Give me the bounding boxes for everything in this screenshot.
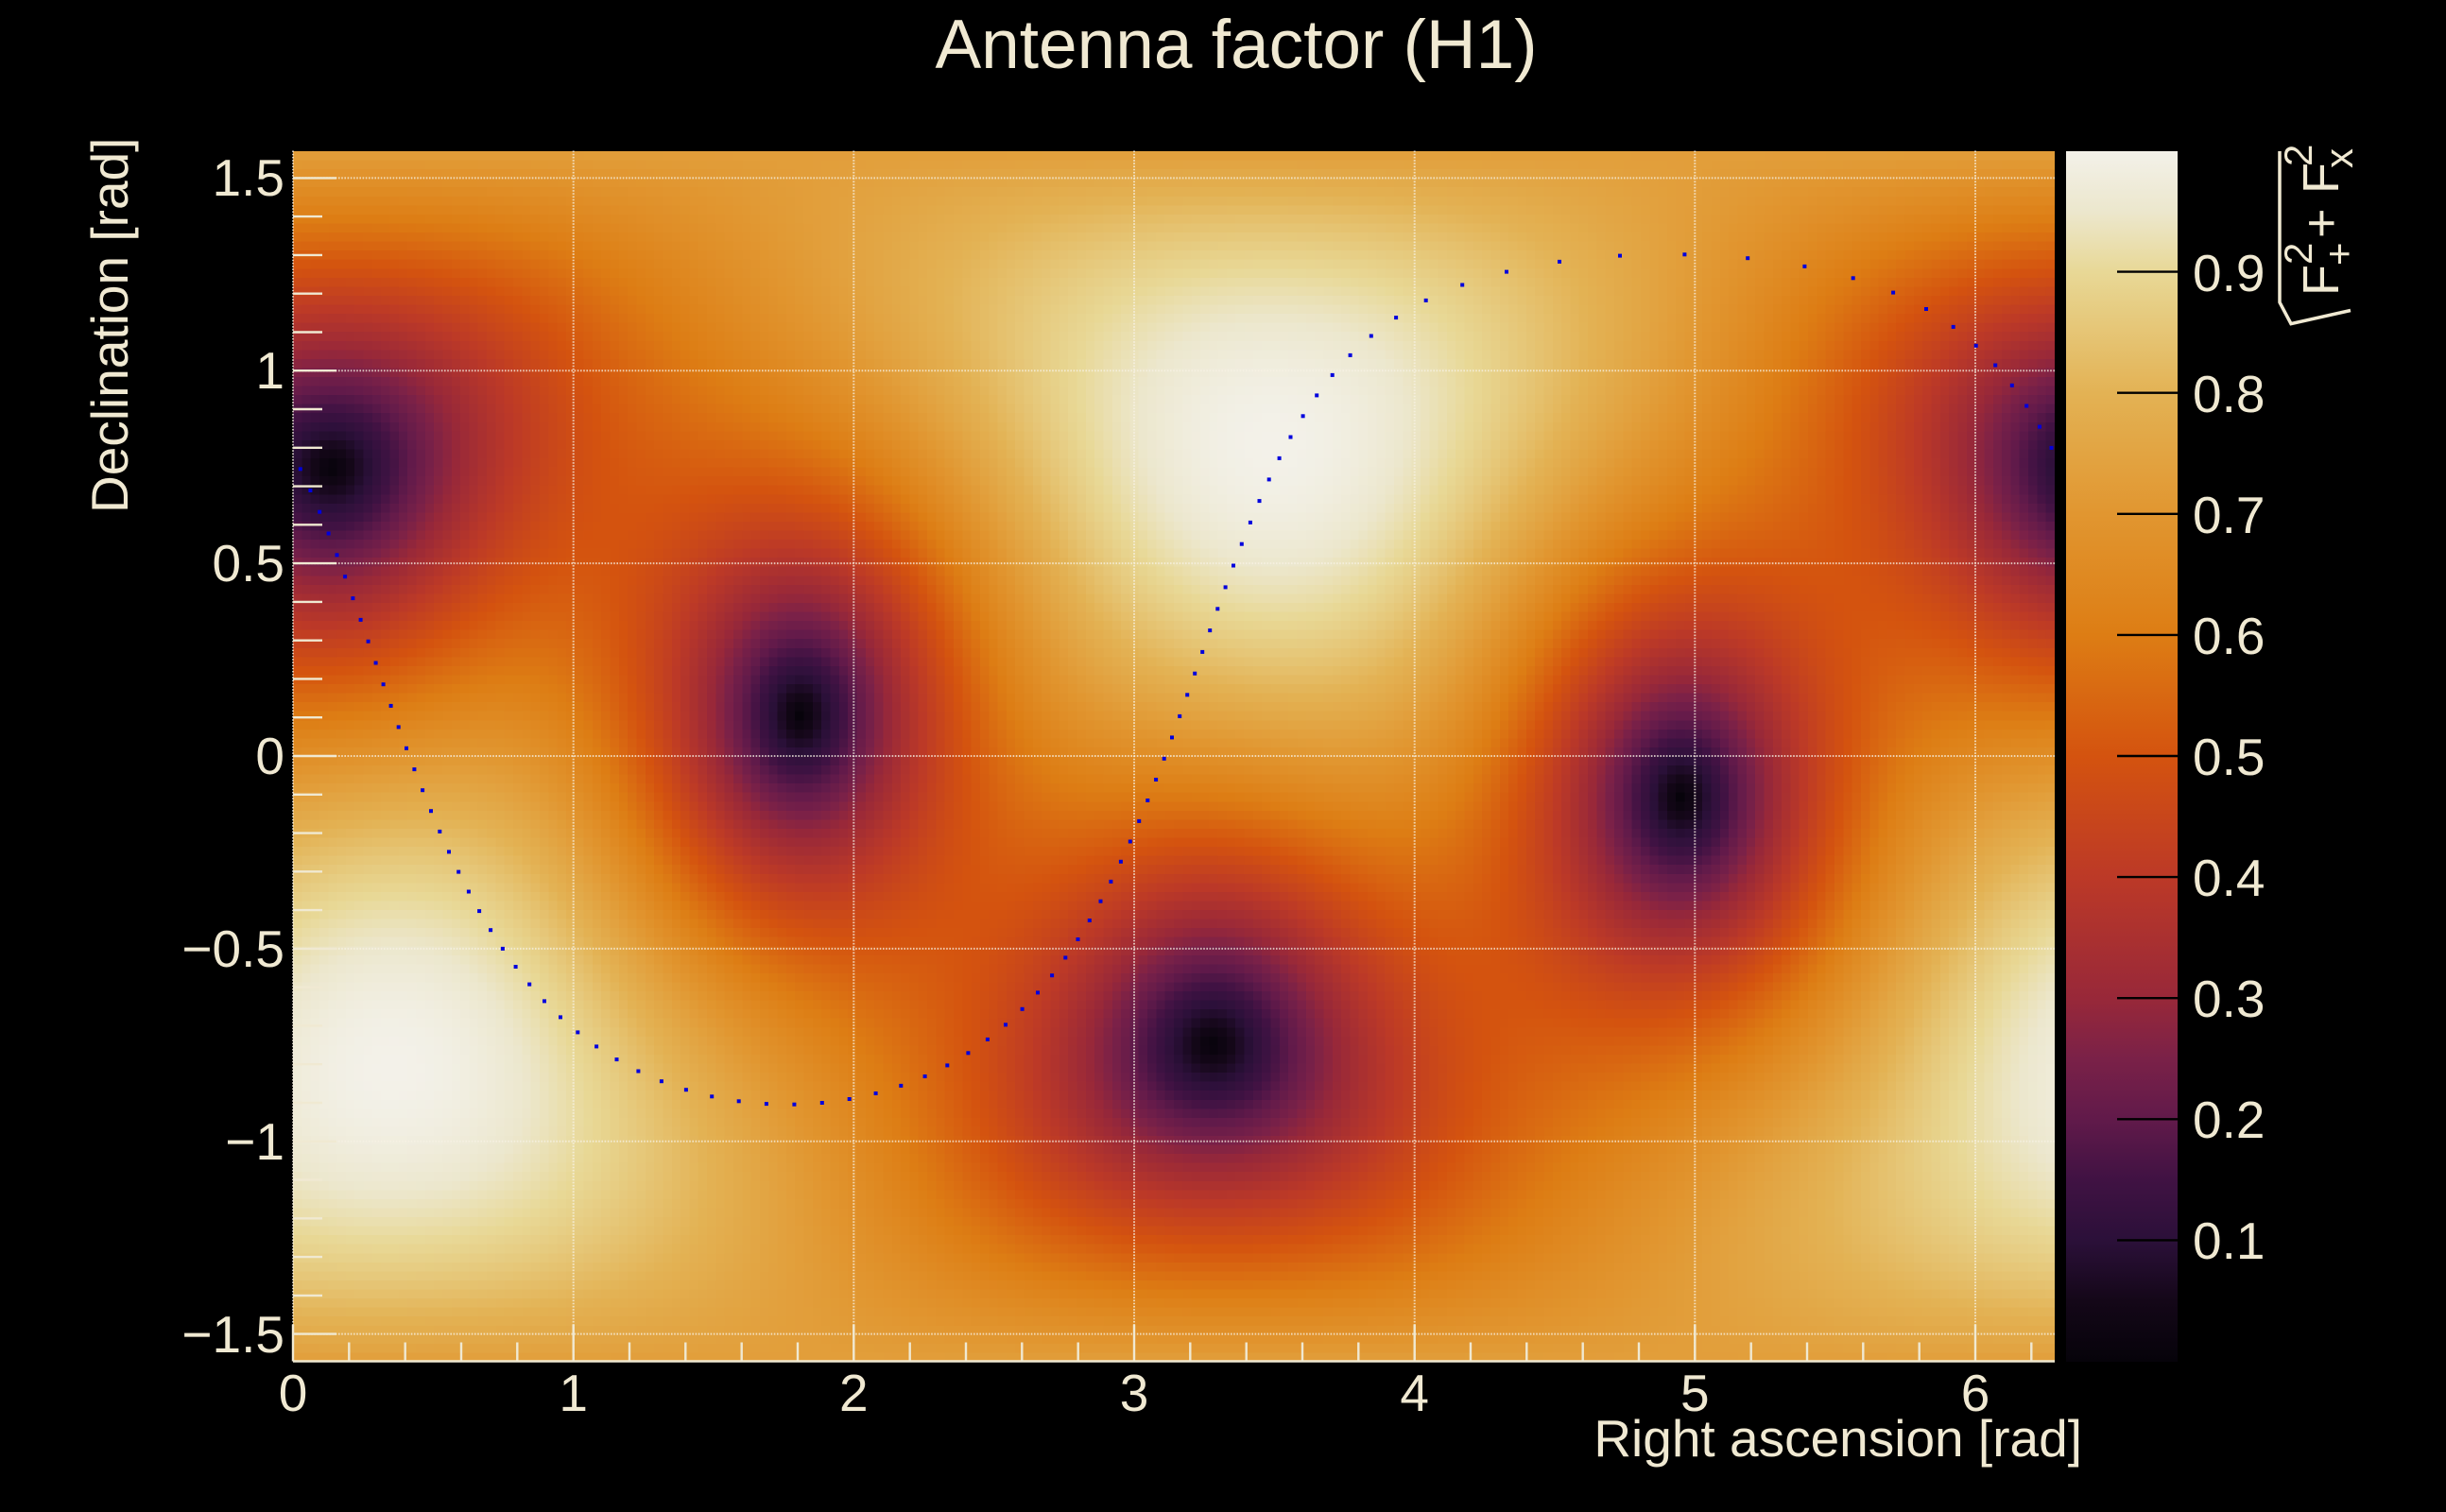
svg-text:2: 2: [2276, 243, 2320, 265]
svg-text:F: F: [2293, 265, 2350, 296]
svg-text:+: +: [2293, 208, 2350, 238]
svg-text:F: F: [2293, 163, 2350, 194]
svg-text:+: +: [2317, 242, 2361, 266]
svg-text:2: 2: [2276, 145, 2320, 166]
svg-text:x: x: [2317, 148, 2361, 168]
